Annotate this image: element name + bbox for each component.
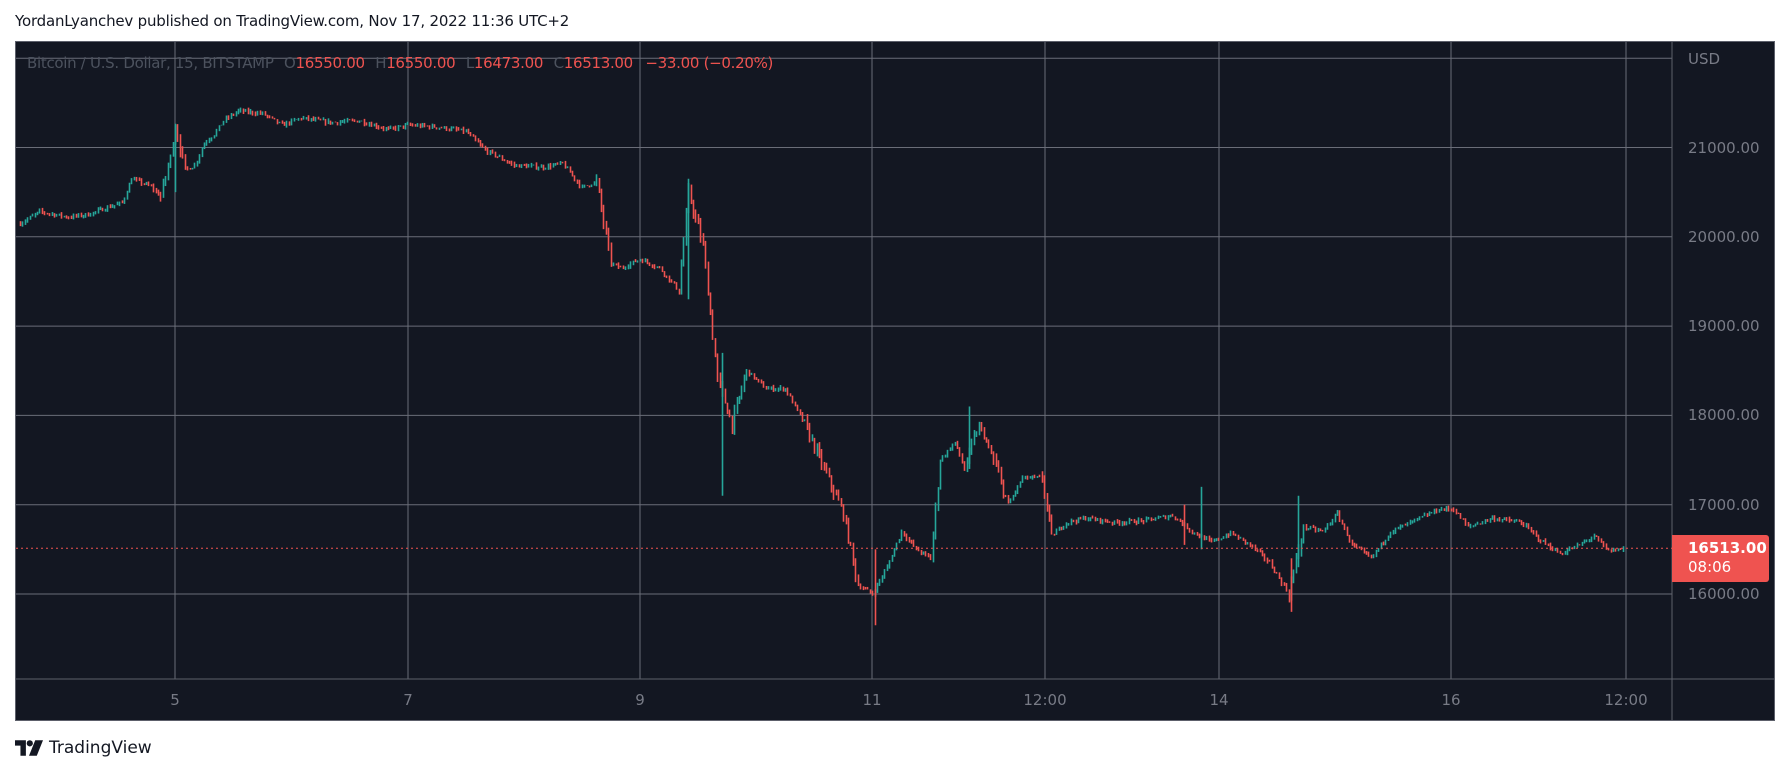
price-tick-label: 17000.00: [1688, 495, 1760, 514]
close-value: 16513.00: [563, 54, 633, 72]
currency-label: USD: [1688, 50, 1721, 68]
low-key: L: [465, 54, 474, 72]
price-tick-label: 16000.00: [1688, 585, 1760, 603]
high-key: H: [375, 54, 387, 72]
time-tick-label: 14: [1209, 691, 1229, 709]
time-tick-label: 12:00: [1604, 691, 1648, 709]
open-key: O: [284, 54, 296, 72]
symbol-title[interactable]: Bitcoin / U.S. Dollar, 15, BITSTAMP: [27, 54, 274, 72]
time-tick-label: 16: [1441, 691, 1461, 709]
chart-pane[interactable]: [15, 41, 1775, 721]
open-value: 16550.00: [295, 54, 365, 72]
tradingview-logo[interactable]: TradingView: [15, 738, 152, 758]
time-tick-label: 11: [862, 691, 882, 709]
change-value: −33.00 (−0.20%): [645, 54, 774, 72]
time-tick-label: 12:00: [1023, 691, 1067, 709]
high-value: 16550.00: [386, 54, 456, 72]
published-by-line: YordanLyanchev published on TradingView.…: [15, 12, 570, 30]
low-value: 16473.00: [473, 54, 544, 72]
time-tick-label: 5: [170, 691, 180, 709]
last-price-value: 16513.00: [1688, 539, 1767, 557]
price-tick-label: 18000.00: [1688, 406, 1760, 425]
close-key: C: [553, 54, 564, 72]
last-price-tag: 16513.00 08:06: [1672, 535, 1769, 582]
tradingview-logo-icon: [15, 740, 43, 756]
bar-countdown: 08:06: [1688, 558, 1732, 576]
time-tick-label: 7: [403, 691, 413, 709]
price-tick-label: 19000.00: [1688, 317, 1760, 336]
chart-legend: Bitcoin / U.S. Dollar, 15, BITSTAMP O165…: [27, 54, 773, 72]
brand-name: TradingView: [49, 738, 152, 758]
price-tick-label: 20000.00: [1688, 227, 1760, 246]
time-tick-label: 9: [635, 691, 645, 709]
price-tick-label: 21000.00: [1688, 138, 1760, 157]
